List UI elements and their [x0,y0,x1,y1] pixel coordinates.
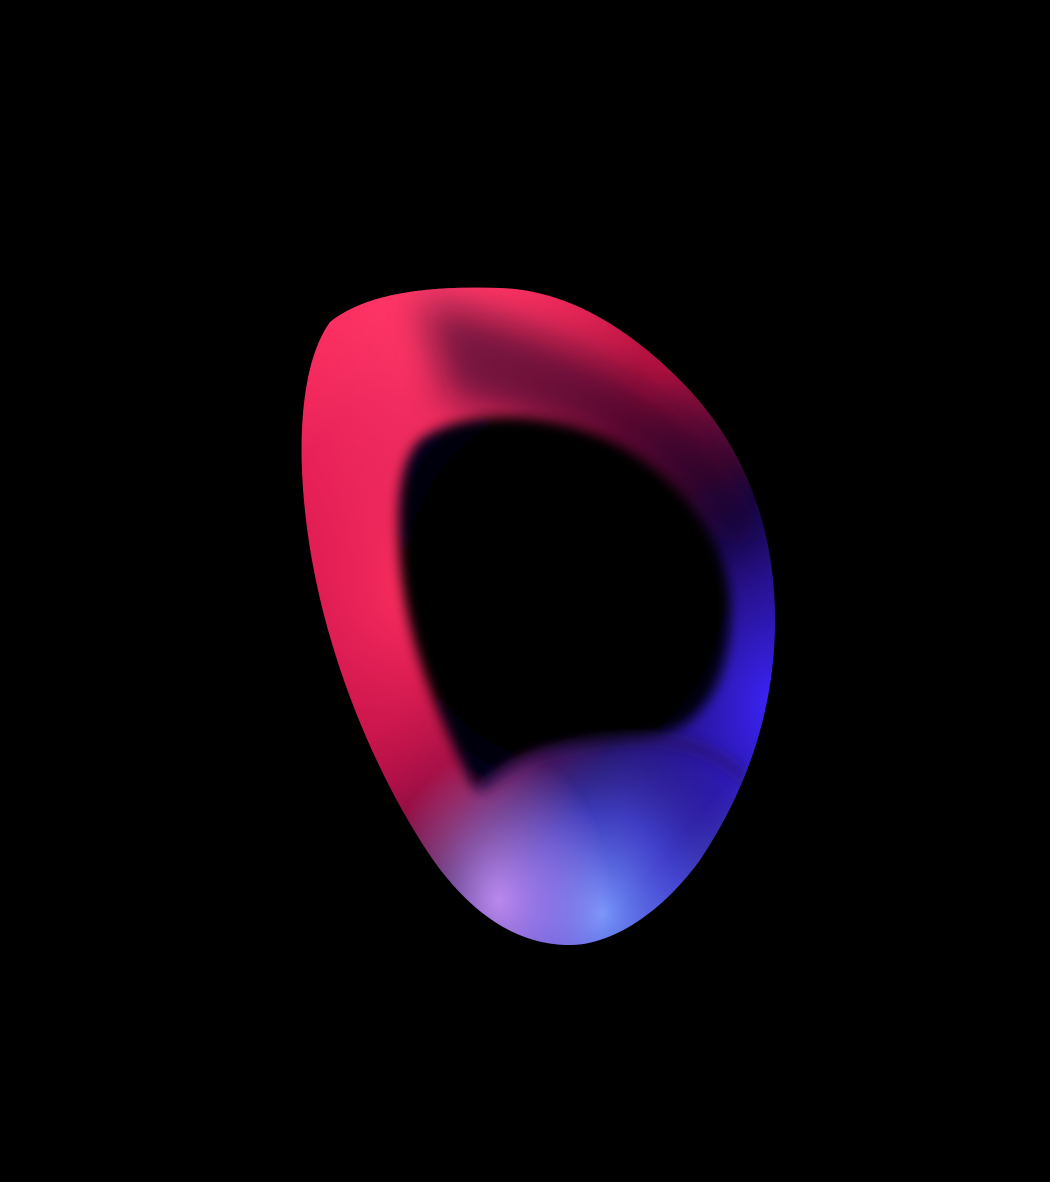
ring-hole [398,416,730,788]
ring-body [301,287,775,945]
